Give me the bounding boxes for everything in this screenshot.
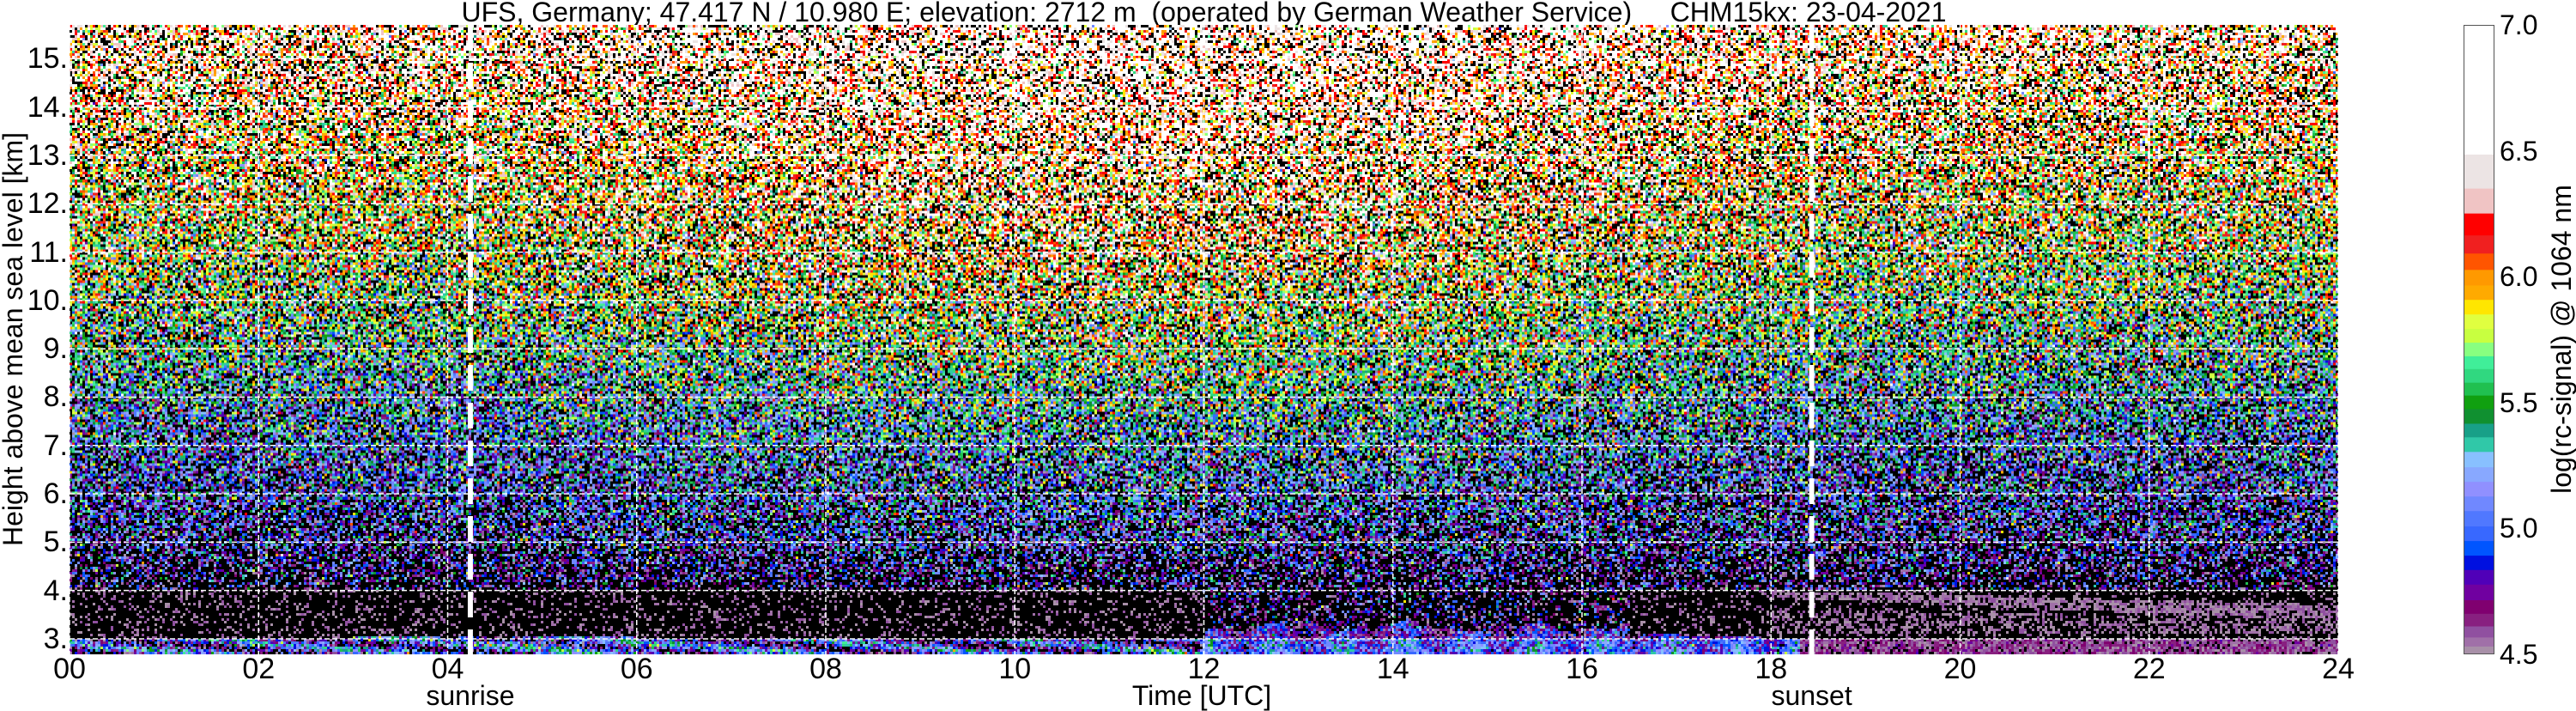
colorbar-band [2464, 382, 2494, 396]
colorbar-tick-label: 7.0 [2500, 9, 2538, 40]
colorbar-band [2464, 342, 2494, 356]
x-tick-label: 16 [1566, 653, 1598, 685]
colorbar-band [2464, 526, 2494, 542]
x-axis-label: Time [UTC] [1131, 680, 1272, 711]
y-tick-label: 5. [43, 526, 68, 559]
y-tick-label: 6. [43, 477, 68, 511]
colorbar-band [2464, 481, 2494, 497]
x-tick-label: 24 [2322, 653, 2355, 685]
colorbar [2464, 25, 2494, 654]
y-axis-label: Height above mean sea level [km] [0, 131, 28, 547]
y-tick-label: 8. [43, 380, 68, 414]
colorbar-tick-label: 5.5 [2500, 386, 2538, 418]
y-tick-label: 10. [27, 283, 68, 317]
colorbar-band [2464, 368, 2494, 383]
colorbar-band [2464, 252, 2494, 270]
y-tick-label: 12. [27, 187, 68, 221]
colorbar-tick-label: 6.0 [2500, 261, 2538, 293]
colorbar-tick-label: 4.5 [2500, 639, 2538, 670]
colorbar-band [2464, 234, 2494, 254]
y-tick-label: 4. [43, 574, 68, 607]
plot-area [70, 25, 2338, 654]
y-tick-label: 7. [43, 428, 68, 462]
x-tick-label: 20 [1943, 653, 1977, 685]
colorbar-band [2464, 328, 2494, 343]
colorbar-band [2464, 451, 2494, 468]
colorbar-band [2464, 422, 2494, 438]
x-tick-label: 02 [242, 653, 276, 685]
y-tick-label: 13. [27, 139, 68, 172]
colorbar-band [2464, 213, 2494, 236]
colorbar-band [2464, 154, 2494, 189]
x-tick-label: 22 [2132, 653, 2166, 685]
x-tick-label: 00 [53, 653, 86, 685]
grid-overlay [70, 25, 2338, 654]
colorbar-band [2464, 646, 2494, 653]
colorbar-band [2464, 26, 2494, 155]
y-tick-label: 9. [43, 332, 68, 366]
x-tick-label: 06 [620, 653, 653, 685]
colorbar-band [2464, 408, 2494, 424]
colorbar-band [2464, 299, 2494, 315]
x-tick-label: 10 [998, 653, 1032, 685]
colorbar-band [2464, 436, 2494, 453]
x-tick-label: 18 [1755, 653, 1788, 685]
colorbar-band [2464, 188, 2494, 214]
colorbar-tick-label: 6.5 [2500, 135, 2538, 167]
x-tick-label: 12 [1187, 653, 1221, 685]
colorbar-band [2464, 356, 2494, 369]
colorbar-band [2464, 313, 2494, 330]
x-tick-label: 14 [1376, 653, 1409, 685]
y-tick-label: 15. [27, 42, 68, 76]
x-tick-label: 04 [431, 653, 464, 685]
chart-title: UFS, Germany; 47.417 N / 10.980 E; eleva… [461, 0, 1947, 27]
colorbar-band [2464, 584, 2494, 600]
colorbar-band [2464, 269, 2494, 286]
colorbar-band [2464, 636, 2494, 647]
x-tick-label: 08 [809, 653, 842, 685]
colorbar-band [2464, 395, 2494, 410]
colorbar-band [2464, 284, 2494, 301]
sunset-label: sunset [1771, 680, 1852, 711]
colorbar-band [2464, 495, 2494, 512]
colorbar-tick-label: 5.0 [2500, 513, 2538, 544]
colorbar-band [2464, 510, 2494, 527]
colorbar-band [2464, 625, 2494, 638]
colorbar-band [2464, 466, 2494, 483]
colorbar-band [2464, 569, 2494, 585]
y-tick-label: 14. [27, 90, 68, 124]
colorbar-label: log(rc-signal) @ 1064 nm [2546, 185, 2576, 494]
y-tick-label: 3. [43, 622, 68, 655]
colorbar-band [2464, 540, 2494, 556]
colorbar-band [2464, 613, 2494, 627]
colorbar-band [2464, 555, 2494, 570]
y-tick-label: 11. [29, 235, 68, 269]
sunrise-label: sunrise [426, 680, 515, 711]
colorbar-band [2464, 599, 2494, 614]
